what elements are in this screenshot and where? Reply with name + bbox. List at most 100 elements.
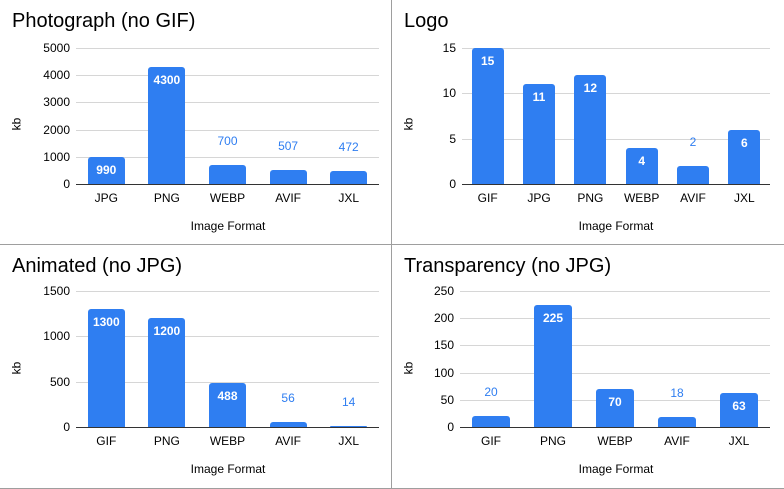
y-tick-label: 0: [63, 177, 70, 191]
bar-jpg[interactable]: [88, 157, 125, 184]
y-tick-label: 10: [442, 86, 456, 101]
bar-png[interactable]: [534, 305, 572, 427]
data-label: 63: [732, 399, 746, 413]
y-tick-label: 0: [449, 177, 456, 191]
x-tick-label: JXL: [728, 434, 750, 448]
x-tick-label: AVIF: [275, 434, 301, 448]
bar-gif[interactable]: [472, 416, 510, 427]
bar-avif[interactable]: [658, 417, 696, 427]
y-tick-label: 15: [442, 41, 456, 55]
x-tick-label: WEBP: [597, 434, 633, 448]
bar-gif[interactable]: [472, 48, 504, 184]
data-label: 14: [342, 395, 356, 409]
x-tick-label: JXL: [733, 191, 755, 205]
bar-png[interactable]: [574, 75, 606, 184]
data-label: 56: [281, 391, 295, 405]
bar-avif[interactable]: [270, 170, 307, 184]
gridline: [76, 291, 379, 292]
gridline: [462, 139, 770, 140]
bar-webp[interactable]: [209, 165, 246, 184]
data-label: 4300: [153, 73, 181, 87]
y-tick-label: 1000: [43, 149, 70, 164]
x-tick-label: PNG: [539, 434, 567, 448]
gridline: [76, 130, 379, 131]
y-tick-label: 2000: [43, 122, 70, 137]
data-label: 12: [583, 81, 598, 95]
x-tick-label: JPG: [94, 191, 118, 205]
chart-title: Animated (no JPG): [12, 255, 183, 277]
data-label: 6: [740, 136, 748, 150]
x-tick-label: WEBP: [209, 434, 246, 448]
gridline: [462, 48, 770, 49]
x-axis-label: Image Format: [190, 462, 266, 476]
bar-png[interactable]: [148, 67, 185, 184]
x-tick-label: GIF: [481, 434, 501, 448]
y-tick-label: 500: [49, 374, 70, 389]
gridline: [462, 93, 770, 94]
data-label: 18: [670, 386, 684, 400]
bar-jpg[interactable]: [523, 84, 555, 184]
x-tick-label: GIF: [96, 434, 117, 448]
x-tick-label: GIF: [477, 191, 498, 205]
gridline: [76, 48, 379, 49]
divider-horizontal: [0, 244, 784, 245]
bar-webp[interactable]: [626, 148, 658, 184]
x-axis-baseline: [76, 427, 379, 428]
bar-jxl[interactable]: [720, 393, 758, 427]
x-axis-baseline: [460, 427, 770, 428]
bar-png[interactable]: [148, 318, 185, 427]
data-label: 225: [542, 311, 564, 325]
gridline: [76, 75, 379, 76]
y-tick-label: 4000: [43, 68, 70, 83]
bar-avif[interactable]: [677, 166, 709, 184]
bar-gif[interactable]: [88, 309, 125, 427]
x-tick-label: AVIF: [664, 434, 690, 448]
y-tick-label: 50: [440, 392, 454, 407]
y-tick-label: 3000: [43, 95, 70, 110]
bar-jxl[interactable]: [728, 130, 760, 184]
data-label: 488: [217, 389, 238, 403]
bar-avif[interactable]: [270, 422, 307, 427]
y-axis-label: kb: [401, 117, 416, 131]
data-label: 70: [608, 395, 622, 409]
x-tick-label: AVIF: [680, 191, 706, 205]
y-tick-label: 200: [433, 311, 454, 326]
gridline: [460, 373, 770, 374]
chart-panel-photograph: Photograph (no GIF) kb Image Format 0 100…: [0, 0, 391, 244]
data-label: 700: [217, 134, 238, 148]
data-label: 1300: [92, 315, 120, 329]
gridline: [460, 318, 770, 319]
bar-webp[interactable]: [209, 383, 246, 427]
gridline: [76, 382, 379, 383]
x-axis-label: Image Format: [578, 462, 654, 476]
x-tick-label: PNG: [153, 434, 180, 448]
gridline: [460, 291, 770, 292]
data-label: 20: [484, 385, 498, 399]
bar-jxl[interactable]: [330, 426, 367, 427]
x-axis-baseline: [76, 184, 379, 185]
x-axis-label: Image Format: [190, 219, 266, 233]
gridline: [76, 102, 379, 103]
bar-jxl[interactable]: [330, 171, 367, 184]
x-axis-label: Image Format: [578, 219, 654, 233]
bar-webp[interactable]: [596, 389, 634, 427]
y-tick-label: 0: [63, 420, 70, 434]
y-axis-label: kb: [9, 361, 24, 375]
chart-title: Logo: [404, 10, 449, 32]
x-tick-label: PNG: [577, 191, 604, 205]
y-tick-label: 1000: [43, 329, 70, 344]
y-axis-label: kb: [9, 117, 24, 131]
gridline: [460, 345, 770, 346]
gridline: [76, 157, 379, 158]
y-tick-label: 0: [447, 420, 454, 434]
data-label: 990: [96, 163, 117, 177]
x-tick-label: WEBP: [623, 191, 660, 205]
y-tick-label: 5000: [43, 41, 70, 55]
y-tick-label: 250: [433, 284, 454, 298]
data-label: 507: [278, 139, 299, 153]
data-label: 4: [638, 154, 645, 168]
y-tick-label: 150: [433, 338, 454, 353]
chart-title: Photograph (no GIF): [12, 10, 196, 32]
